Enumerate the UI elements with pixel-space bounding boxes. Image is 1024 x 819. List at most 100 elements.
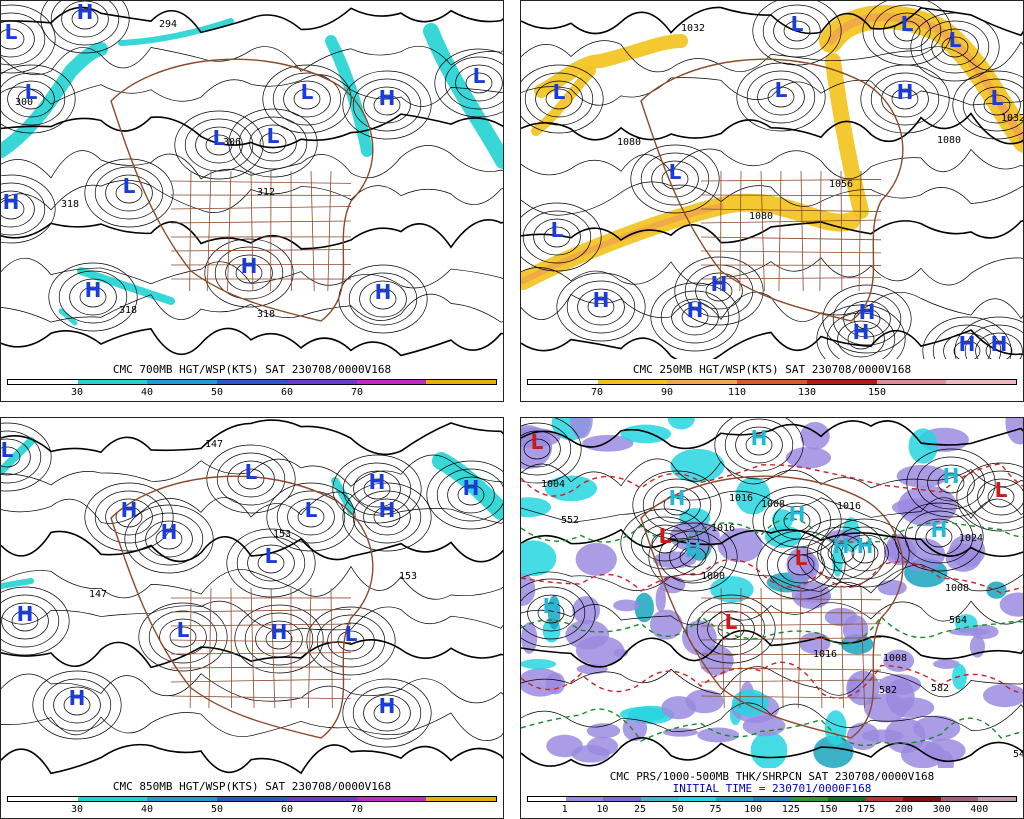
colorbar-ticks-700mb: 30 40 50 60 70: [7, 387, 497, 399]
contour-label: 552: [561, 515, 579, 526]
high-pressure-symbol: H: [543, 594, 560, 618]
map-prs-thk: 1004 1016 1016 1008 1016 1000 1024 1008 1016 1008…: [521, 418, 1023, 768]
low-pressure-symbol: L: [213, 126, 226, 150]
contour-label: 147: [205, 439, 223, 450]
colorbar-swatch: [528, 380, 598, 384]
colorbar-swatch: [356, 797, 427, 801]
high-pressure-symbol: H: [991, 332, 1008, 356]
colorbar-swatch: [940, 797, 979, 801]
colorbar-swatch: [828, 797, 866, 801]
high-pressure-symbol: H: [593, 288, 610, 312]
coastlines-borders: [640, 475, 904, 739]
colorbar-swatch: [715, 797, 754, 801]
low-pressure-symbol: L: [949, 28, 962, 52]
wind-speed-band: [825, 53, 869, 219]
colorbar-swatch: [597, 380, 668, 384]
contour-label: 312: [257, 187, 275, 198]
colorbar-swatch: [426, 797, 497, 801]
contour-label: 1008: [945, 583, 969, 594]
wind-speed-band: [1, 42, 108, 158]
colorbar-swatch: [77, 380, 148, 384]
contour-label: 1032: [681, 23, 705, 34]
colorbar-ticks-850mb: 30 40 50 60 70: [7, 804, 497, 816]
colorbar-tick-label: 100: [744, 804, 763, 815]
panel-850mb: 147 153 153 147 L L L L L L H H H H H H H H H CMC 850MB HG…: [0, 417, 504, 819]
high-pressure-symbol: H: [685, 538, 702, 562]
colorbar-tick-label: 60: [280, 387, 294, 398]
low-pressure-symbol: L: [725, 610, 738, 634]
contour-label: 318: [61, 199, 79, 210]
high-pressure-symbol: H: [17, 602, 34, 626]
colorbar-prs-thk: [527, 796, 1017, 802]
high-pressure-symbol: H: [897, 80, 914, 104]
colorbar-tick-label: 110: [727, 387, 747, 398]
panel-700mb: 294 300 306 312 318 318 318 L L L L L L L H H H H H H CMC 7…: [0, 0, 504, 402]
contour-label: 1008: [883, 653, 907, 664]
contour-label: 1056: [829, 179, 853, 190]
high-pressure-symbol: H: [375, 280, 392, 304]
high-pressure-symbol: H: [271, 620, 288, 644]
high-pressure-symbol: H: [369, 470, 386, 494]
colorbar-tick-label: 75: [709, 804, 722, 815]
low-pressure-symbol: L: [301, 80, 314, 104]
colorbar-tick-label: 200: [894, 804, 913, 815]
low-pressure-symbol: L: [1, 438, 14, 462]
colorbar-tick-label: 60: [280, 804, 294, 815]
colorbar-swatch: [77, 797, 148, 801]
colorbar-swatch: [528, 797, 566, 801]
colorbar-tick-label: 30: [70, 804, 84, 815]
high-pressure-symbol: H: [789, 502, 806, 526]
wind-speed-band: [1, 437, 35, 475]
low-pressure-symbol: L: [901, 12, 914, 36]
colorbar-swatch: [147, 380, 218, 384]
contour-label: 318: [257, 309, 275, 320]
colorbar-tick-label: 90: [660, 387, 674, 398]
low-pressure-symbol: L: [265, 544, 278, 568]
contour-label: 153: [399, 571, 417, 582]
colorbar-tick-label: 40: [140, 387, 154, 398]
colorbar-tick-label: 130: [797, 387, 817, 398]
high-pressure-symbol: H: [857, 534, 874, 558]
colorbar-850mb: [7, 796, 497, 802]
colorbar-swatch: [806, 380, 877, 384]
high-pressure-symbol: H: [751, 426, 768, 450]
contour-label: 1016: [729, 493, 753, 504]
colorbar-swatch: [865, 797, 904, 801]
contour-label: 1016: [813, 649, 837, 660]
contour-label: 1080: [617, 137, 641, 148]
wind-speed-band: [423, 23, 503, 169]
height-contours: [1, 419, 503, 775]
colorbar-swatch: [8, 797, 78, 801]
high-pressure-symbol: H: [85, 278, 102, 302]
colorbar-tick-label: 25: [634, 804, 647, 815]
colorbar-700mb: [7, 379, 497, 385]
coastlines-borders: [110, 58, 374, 322]
colorbar-tick-label: 1: [561, 804, 568, 815]
colorbar-swatch: [426, 380, 497, 384]
colorbar-swatch: [217, 380, 287, 384]
colorbar-swatch: [565, 797, 604, 801]
low-pressure-symbol: L: [669, 160, 682, 184]
high-pressure-symbol: H: [859, 300, 876, 324]
colorbar-tick-label: 50: [210, 387, 224, 398]
high-pressure-symbol: H: [379, 86, 396, 110]
contour-label: 1024: [959, 533, 983, 544]
contour-label: 1004: [541, 479, 565, 490]
contour-label: 1080: [749, 211, 773, 222]
low-pressure-symbol: L: [775, 78, 788, 102]
contour-label: 1080: [937, 135, 961, 146]
colorbar-tick-label: 400: [970, 804, 989, 815]
wind-speed-band: [432, 452, 503, 520]
colorbar-swatch: [753, 797, 791, 801]
high-pressure-symbol: H: [959, 332, 976, 356]
contour-label: 1032: [1001, 113, 1023, 124]
low-pressure-symbol: L: [531, 430, 544, 454]
high-pressure-symbol: H: [687, 298, 704, 322]
contour-label: 300: [15, 97, 33, 108]
colorbar-swatch: [8, 380, 78, 384]
coastlines-borders: [640, 58, 904, 322]
high-pressure-symbol: H: [379, 498, 396, 522]
coastlines-borders: [110, 475, 374, 739]
